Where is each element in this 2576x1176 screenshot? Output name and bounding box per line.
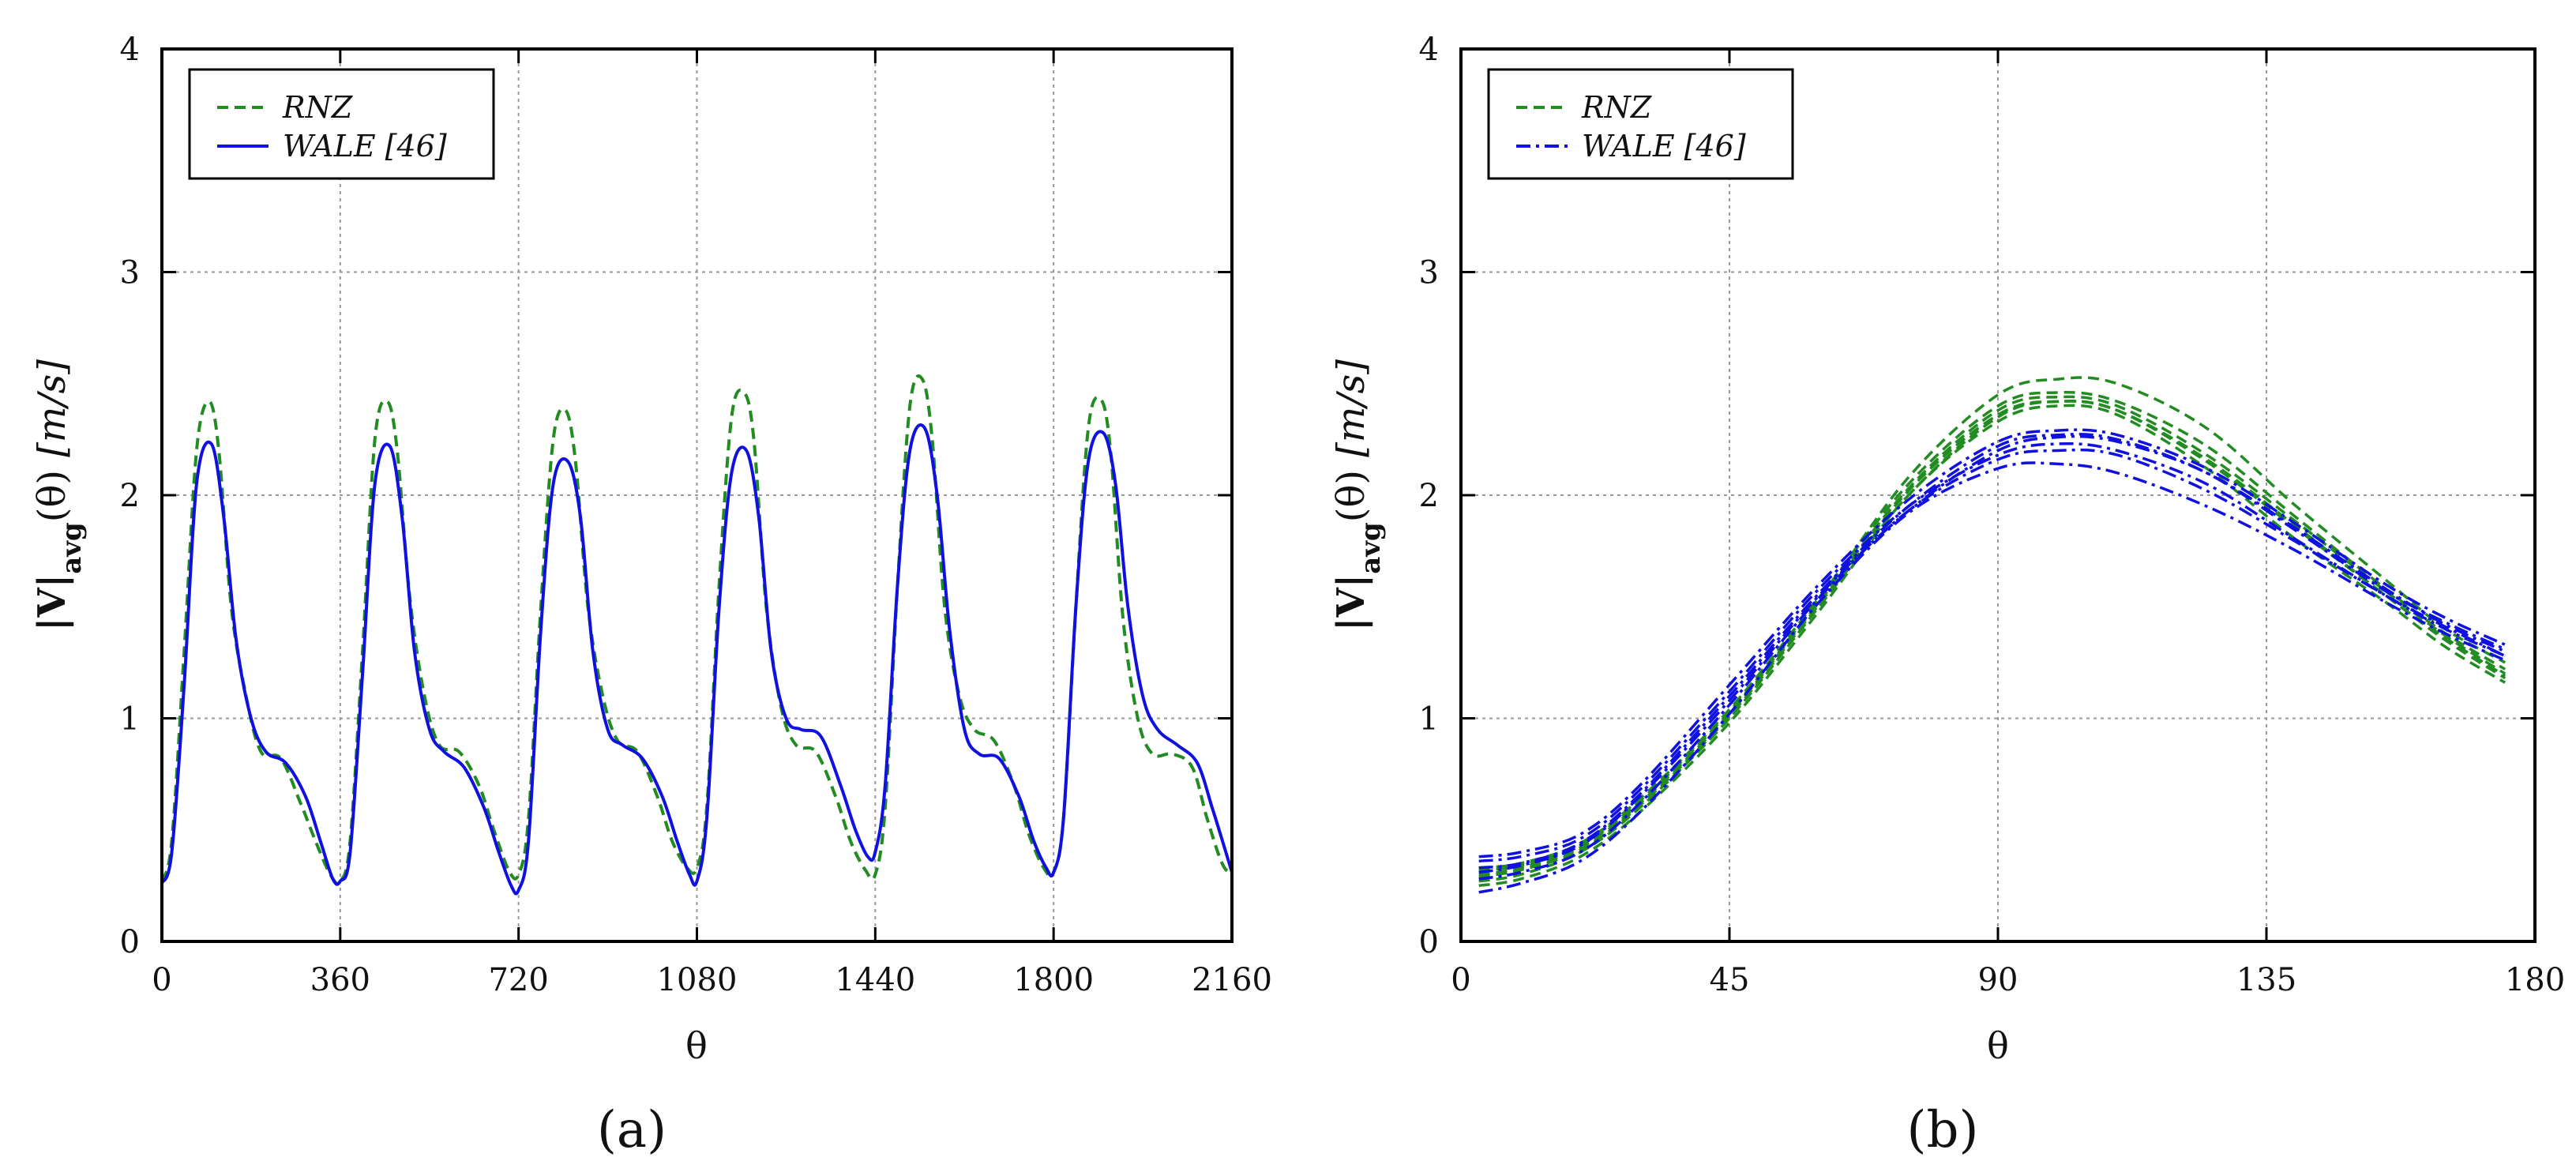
series-line-rnz-4 xyxy=(1478,404,2507,888)
legend-box-a xyxy=(188,68,495,180)
x-tick-label: 90 xyxy=(1978,962,2018,998)
legend-label-rnz-a: RNZ xyxy=(282,90,353,125)
series-line-rnz-6 xyxy=(1478,400,2507,878)
y-axis-label-a: |V|avg(θ) [m/s] xyxy=(30,359,88,631)
series-line-wale-2 xyxy=(1478,434,2506,874)
y-axis-label-sub-a: avg xyxy=(56,522,88,574)
data-series-a xyxy=(160,374,1234,896)
y-axis-label-main-a: |V| xyxy=(30,574,74,631)
x-tick-label: 1080 xyxy=(657,962,738,998)
y-axis-label-sub-b: avg xyxy=(1355,522,1387,574)
series-line-wale-3 xyxy=(1478,461,2506,894)
series-line-wale-5 xyxy=(1478,448,2506,881)
legend-a: RNZ WALE [46] xyxy=(188,68,495,180)
y-tick-label: 0 xyxy=(1419,924,1439,960)
x-tick-label: 180 xyxy=(2505,962,2565,998)
gridlines-b xyxy=(1461,49,2535,941)
x-axis-label-a: θ xyxy=(685,1024,708,1067)
series-line-rnz-1 xyxy=(1478,399,2507,883)
x-axis-label-b: θ xyxy=(1987,1024,2009,1067)
y-tick-label: 3 xyxy=(1419,255,1439,291)
y-axis-label-unit-b: [m/s] xyxy=(1329,359,1373,457)
y-tick-label: 4 xyxy=(1419,32,1439,68)
legend-label-wale-a: WALE [46] xyxy=(283,129,447,163)
y-axis-label-unit-a: [m/s] xyxy=(30,359,74,457)
ticks-a: 0 360 720 1080 1440 1800 2160 0 1 2 3 4 xyxy=(120,32,1272,998)
x-tick-label: 0 xyxy=(1451,962,1470,998)
series-line-rnz-2 xyxy=(1478,395,2507,877)
series-line-wale-6 xyxy=(1478,433,2506,870)
x-tick-label: 45 xyxy=(1710,962,1750,998)
panel-label-b: (b) xyxy=(1907,1101,1979,1159)
ticks-b: 0 45 90 135 180 0 1 2 3 4 xyxy=(1419,32,2566,998)
series-line-wale-1 xyxy=(1478,441,2506,863)
y-tick-label: 2 xyxy=(120,478,140,514)
chart-panel-a: 0 360 720 1080 1440 1800 2160 0 1 2 3 4 RNZ WALE [4… xyxy=(30,32,1272,1159)
legend-box-b xyxy=(1487,68,1794,180)
legend-label-wale-b: WALE [46] xyxy=(1582,129,1746,163)
y-tick-label: 3 xyxy=(120,255,140,291)
x-tick-label: 720 xyxy=(488,962,548,998)
series-line-wale xyxy=(160,423,1234,896)
y-tick-label: 2 xyxy=(1419,478,1439,514)
y-tick-label: 1 xyxy=(120,701,140,738)
y-tick-label: 1 xyxy=(1419,701,1439,738)
series-line-rnz xyxy=(160,374,1234,885)
x-tick-label: 1800 xyxy=(1013,962,1094,998)
x-tick-label: 135 xyxy=(2236,962,2296,998)
series-line-wale-4 xyxy=(1478,428,2506,859)
y-axis-label-tail-a: (θ) xyxy=(30,470,74,522)
y-axis-label-tail-b: (θ) xyxy=(1329,470,1373,522)
legend-b: RNZ WALE [46] xyxy=(1487,68,1794,180)
x-tick-label: 360 xyxy=(310,962,370,998)
y-tick-label: 4 xyxy=(120,32,140,68)
data-series-b xyxy=(1478,376,2507,894)
gridlines-a xyxy=(162,49,1232,941)
series-line-rnz-5 xyxy=(1478,376,2507,872)
y-tick-label: 0 xyxy=(120,924,140,960)
x-tick-label: 1440 xyxy=(835,962,915,998)
panel-label-a: (a) xyxy=(597,1101,667,1159)
x-tick-label: 0 xyxy=(152,962,171,998)
x-tick-label: 2160 xyxy=(1192,962,1272,998)
legend-label-rnz-b: RNZ xyxy=(1581,90,1652,125)
y-axis-label-main-b: |V| xyxy=(1329,574,1373,631)
y-axis-label-b: |V|avg(θ) [m/s] xyxy=(1329,359,1387,631)
